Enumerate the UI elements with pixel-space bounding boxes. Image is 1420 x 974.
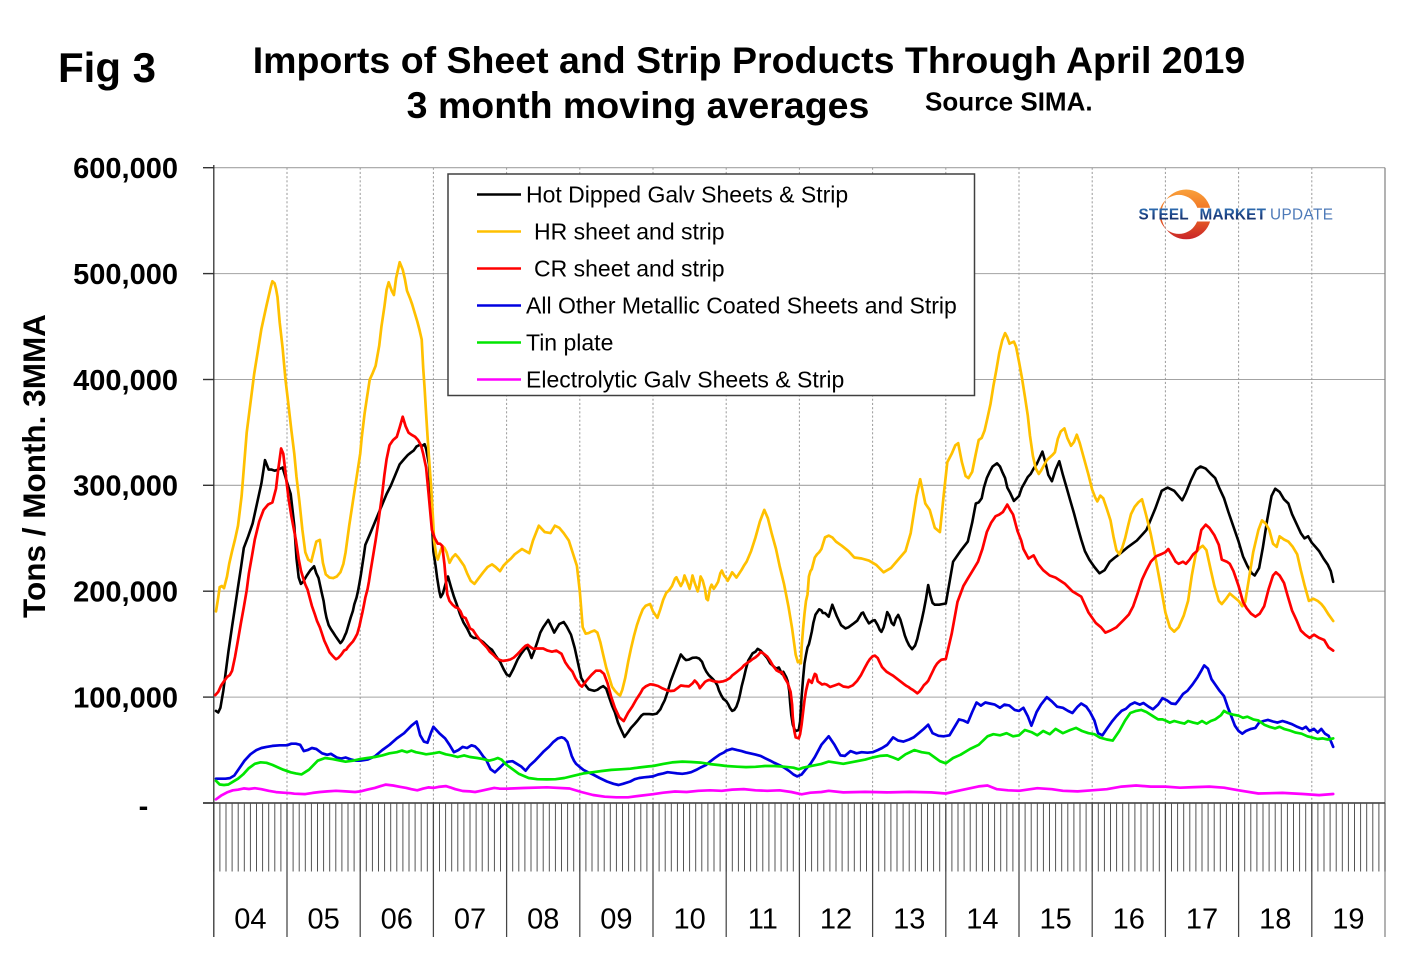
svg-text:300,000: 300,000 xyxy=(73,471,178,503)
svg-text:10: 10 xyxy=(673,904,705,936)
svg-text:All Other Metallic Coated Shee: All Other Metallic Coated Sheets and Str… xyxy=(526,293,957,319)
svg-text:07: 07 xyxy=(454,904,486,936)
svg-text:Fig 3: Fig 3 xyxy=(58,44,156,91)
svg-text:Hot Dipped Galv Sheets & Strip: Hot Dipped Galv Sheets & Strip xyxy=(526,182,848,208)
svg-text:100,000: 100,000 xyxy=(73,683,178,715)
svg-text:19: 19 xyxy=(1332,904,1364,936)
svg-text:18: 18 xyxy=(1259,904,1291,936)
svg-text:400,000: 400,000 xyxy=(73,365,178,397)
svg-text:Electrolytic Galv Sheets & Str: Electrolytic Galv Sheets & Strip xyxy=(526,367,844,393)
svg-text:11: 11 xyxy=(748,904,778,936)
svg-text:12: 12 xyxy=(820,904,852,936)
svg-text:3 month moving averages: 3 month moving averages xyxy=(407,84,870,126)
svg-text:04: 04 xyxy=(234,904,266,936)
svg-text:MARKET: MARKET xyxy=(1200,207,1267,224)
svg-text:15: 15 xyxy=(1039,904,1071,936)
svg-text:CR sheet and strip: CR sheet and strip xyxy=(534,256,724,282)
svg-text:08: 08 xyxy=(527,904,559,936)
svg-text:17: 17 xyxy=(1186,904,1218,936)
svg-text:14: 14 xyxy=(966,904,998,936)
svg-text:UPDATE: UPDATE xyxy=(1270,207,1333,224)
svg-text:200,000: 200,000 xyxy=(73,577,178,609)
svg-text:13: 13 xyxy=(893,904,925,936)
svg-text:Tin plate: Tin plate xyxy=(526,330,613,356)
svg-text:16: 16 xyxy=(1113,904,1145,936)
svg-text:Tons / Month. 3MMA: Tons / Month. 3MMA xyxy=(16,314,52,618)
svg-text:Source SIMA.: Source SIMA. xyxy=(925,87,1093,117)
svg-text:500,000: 500,000 xyxy=(73,259,178,291)
svg-text:Imports of Sheet and Strip Pro: Imports of Sheet and Strip Products Thro… xyxy=(253,39,1245,81)
svg-text:06: 06 xyxy=(381,904,413,936)
svg-text:600,000: 600,000 xyxy=(73,153,178,185)
svg-text:HR sheet and strip: HR sheet and strip xyxy=(534,219,724,245)
svg-text:-: - xyxy=(139,791,149,823)
svg-text:09: 09 xyxy=(600,904,632,936)
svg-text:STEEL: STEEL xyxy=(1139,207,1189,224)
svg-text:05: 05 xyxy=(307,904,339,936)
